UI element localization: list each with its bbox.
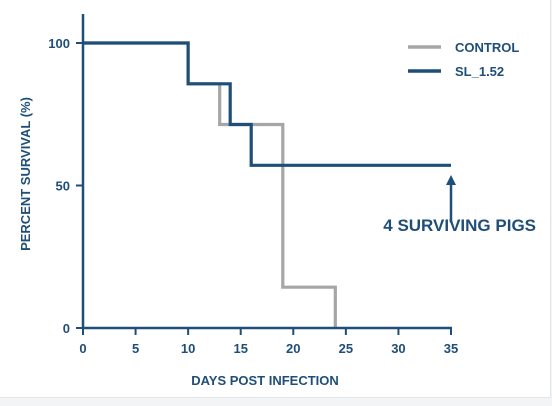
series-line-sl-1-52 bbox=[83, 41, 451, 167]
y-tick-label: 50 bbox=[56, 179, 70, 194]
x-tick-label: 10 bbox=[181, 341, 195, 356]
annotation-arrow-head bbox=[446, 174, 456, 185]
x-tick-label: 0 bbox=[79, 341, 86, 356]
annotation-label: 4 SURVIVING PIGS bbox=[383, 216, 536, 235]
x-tick-label: 35 bbox=[444, 341, 458, 356]
x-tick-label: 15 bbox=[233, 341, 247, 356]
x-tick-label: 30 bbox=[391, 341, 405, 356]
x-tick-label: 20 bbox=[286, 341, 300, 356]
series-line-control bbox=[83, 41, 337, 328]
chart-panel: 0 5 10 15 20 25 30 35 0 50 100 DAYS POST INFECTION P… bbox=[0, 0, 551, 398]
y-axis-label: PERCENT SURVIVAL (%) bbox=[18, 97, 33, 251]
y-tick-label: 0 bbox=[63, 321, 70, 336]
x-axis-label: DAYS POST INFECTION bbox=[191, 373, 339, 388]
x-tick-label: 5 bbox=[132, 341, 139, 356]
x-tick-label: 25 bbox=[339, 341, 353, 356]
legend-label-sl-1-52: SL_1.52 bbox=[455, 64, 504, 79]
y-tick-label: 100 bbox=[48, 36, 70, 51]
legend-label-control: CONTROL bbox=[455, 40, 519, 55]
